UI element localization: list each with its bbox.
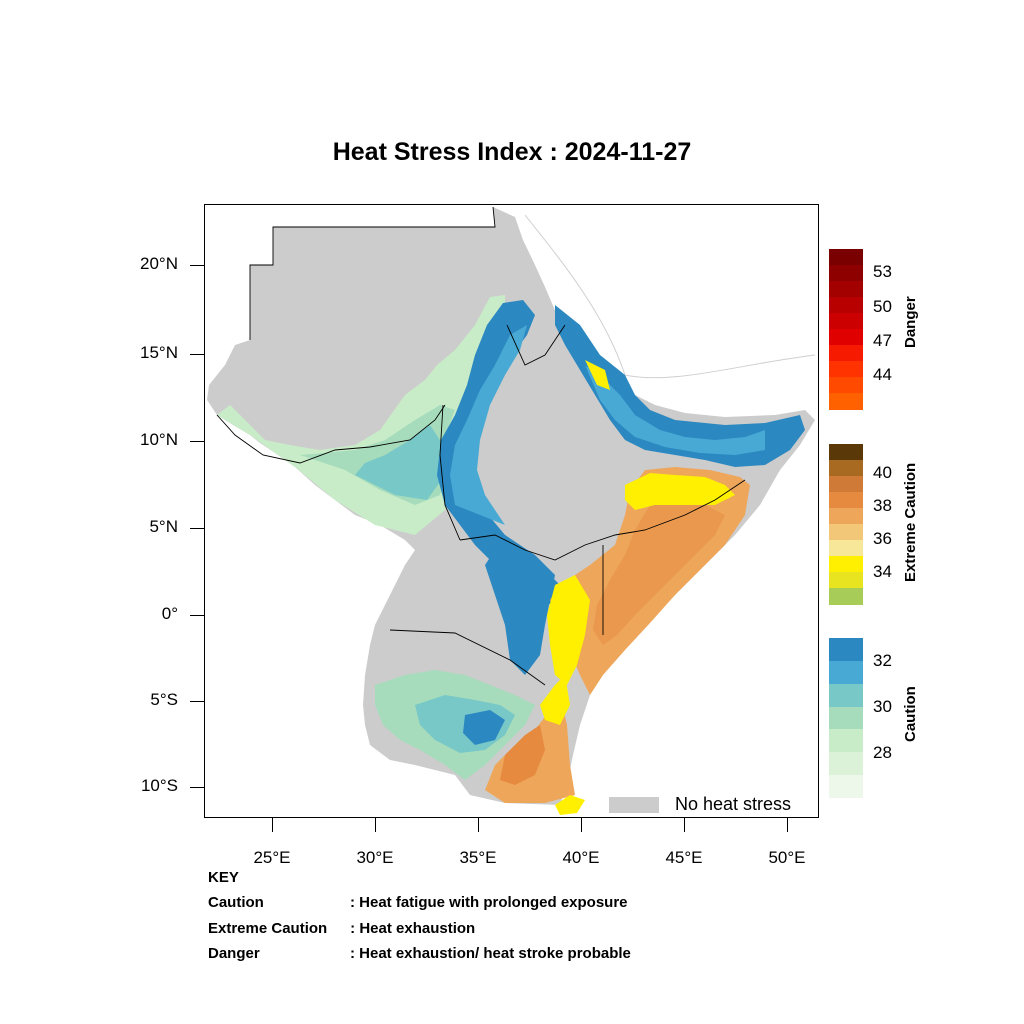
colorbar-danger: [829, 249, 863, 410]
x-tick: [478, 818, 479, 832]
colorbar-segment: [829, 540, 863, 557]
key-term-caution: Caution: [208, 894, 264, 911]
colorbar-segment: [829, 329, 863, 346]
y-label-10s: 10°S: [140, 776, 178, 795]
colorbar-segment: [829, 706, 863, 730]
colorbar-segment: [829, 572, 863, 589]
colorbar-title-danger: Danger: [902, 296, 919, 348]
key-heading: KEY: [208, 869, 239, 886]
x-tick: [684, 818, 685, 832]
x-tick: [375, 818, 376, 832]
colorbar-title-extreme-caution: Extreme Caution: [902, 462, 919, 582]
y-label-0: 0°: [161, 604, 178, 623]
key-term-danger: Danger: [208, 945, 260, 962]
y-tick: [190, 528, 204, 529]
x-tick: [272, 818, 273, 832]
colorbar-segment: [829, 460, 863, 477]
colorbar-segment: [829, 752, 863, 776]
x-label-40e: 40°E: [562, 848, 600, 867]
y-label-20n: 20°N: [140, 254, 178, 273]
y-tick: [190, 265, 204, 266]
colorbar-segment: [829, 683, 863, 708]
landmass-no-heat-stress: [207, 207, 815, 805]
y-tick: [190, 441, 204, 442]
y-tick: [190, 701, 204, 702]
colorbar-label: 50: [873, 297, 892, 316]
colorbar-segment: [829, 729, 863, 753]
y-tick: [190, 354, 204, 355]
colorbar-segment: [829, 508, 863, 525]
key-desc-danger: : Heat exhaustion/ heat stroke probable: [350, 945, 631, 962]
y-label-10n: 10°N: [140, 430, 178, 449]
x-label-35e: 35°E: [459, 848, 497, 867]
no-heat-stress-label: No heat stress: [675, 794, 792, 814]
colorbar-title-caution: Caution: [902, 686, 919, 742]
no-heat-stress-legend: No heat stress: [609, 794, 791, 815]
colorbar-segment: [829, 265, 863, 282]
colorbar-segment: [829, 588, 863, 605]
colorbar-segment: [829, 524, 863, 541]
colorbar-caution: [829, 638, 863, 799]
y-label-5n: 5°N: [149, 517, 178, 536]
x-label-50e: 50°E: [768, 848, 806, 867]
colorbar-segment: [829, 297, 863, 314]
colorbar-label: 32: [873, 651, 892, 670]
colorbar-extreme-caution: [829, 444, 863, 605]
x-tick: [787, 818, 788, 832]
colorbar-segment: [829, 377, 863, 394]
heat-stress-map: [207, 206, 816, 815]
x-label-30e: 30°E: [356, 848, 394, 867]
colorbar-segment: [829, 281, 863, 298]
colorbar-label: 40: [873, 463, 892, 482]
colorbar-segment: [829, 492, 863, 509]
map-title: Heat Stress Index : 2024-11-27: [332, 138, 692, 166]
y-tick: [190, 615, 204, 616]
colorbar-segment: [829, 361, 863, 378]
y-label-15n: 15°N: [140, 343, 178, 362]
colorbar-segment: [829, 345, 863, 362]
key-desc-caution: : Heat fatigue with prolonged exposure: [350, 894, 628, 911]
colorbar-segment: [829, 638, 863, 662]
colorbar-segment: [829, 775, 863, 799]
colorbar-label: 30: [873, 697, 892, 716]
colorbar-label: 34: [873, 562, 892, 581]
y-tick: [190, 787, 204, 788]
colorbar-segment: [829, 556, 863, 573]
colorbar-label: 53: [873, 262, 892, 281]
colorbar-segment: [829, 476, 863, 493]
key-desc-extreme-caution: : Heat exhaustion: [346, 920, 476, 937]
y-label-5s: 5°S: [150, 690, 178, 709]
no-heat-stress-swatch: [609, 796, 659, 813]
x-label-45e: 45°E: [665, 848, 703, 867]
map-panel: No heat stress: [204, 204, 819, 818]
colorbar-label: 28: [873, 743, 892, 762]
colorbar-label: 47: [873, 331, 892, 350]
key-term-extreme-caution: Extreme Caution: [208, 920, 328, 937]
x-label-25e: 25°E: [253, 848, 291, 867]
colorbar-label: 44: [873, 365, 892, 384]
colorbar-segment: [829, 249, 863, 266]
colorbar-segment: [829, 393, 863, 410]
colorbar-segment: [829, 444, 863, 461]
colorbar-segment: [829, 660, 863, 685]
x-tick: [581, 818, 582, 832]
colorbar-label: 38: [873, 496, 892, 515]
colorbar-label: 36: [873, 529, 892, 548]
colorbar-segment: [829, 313, 863, 330]
